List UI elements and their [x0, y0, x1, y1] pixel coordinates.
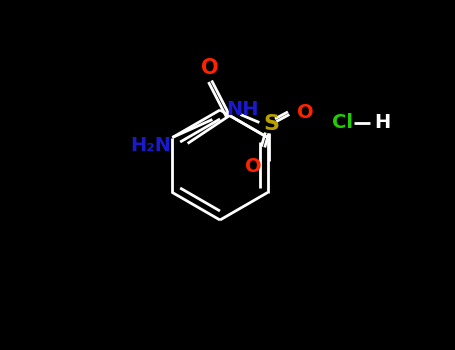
Text: O: O [245, 157, 262, 176]
Text: H₂N: H₂N [131, 136, 172, 155]
Text: H: H [374, 113, 390, 132]
Text: O: O [297, 103, 313, 122]
Text: Cl: Cl [332, 113, 353, 132]
Text: S: S [263, 114, 279, 134]
Text: O: O [201, 58, 218, 78]
Text: NH: NH [227, 100, 259, 119]
